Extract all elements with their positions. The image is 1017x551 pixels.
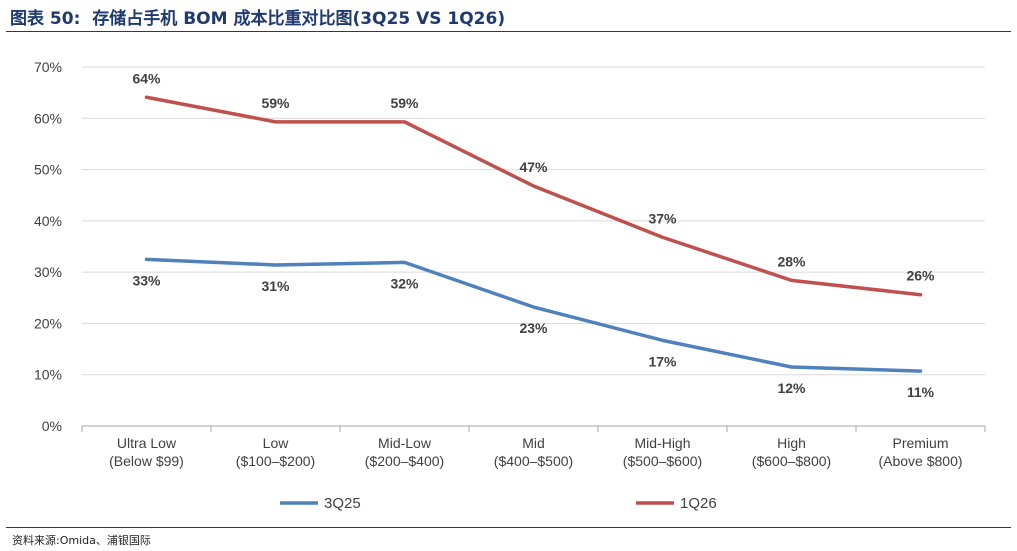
x-tick-label: Low ($100–$200) [236,435,315,469]
x-tick-label-line: ($200–$400) [365,453,444,469]
x-tick-label-line: High [777,435,806,451]
header-divider [6,31,1011,32]
data-label: 33% [132,272,161,288]
data-label: 59% [390,95,419,111]
y-tick-label: 70% [34,59,62,75]
x-tick-label: High ($600–$800) [752,435,831,469]
figure-label: 图表 50: [10,9,81,29]
data-label: 31% [261,278,290,294]
y-tick-label: 0% [42,418,62,434]
x-tick-label-line: (Below $99) [109,453,184,469]
series-line-3q25 [144,257,923,373]
x-tick-label-line: ($600–$800) [752,453,831,469]
data-label: 47% [519,159,548,175]
x-tick-label-line: Mid [522,435,545,451]
y-tick-label: 20% [34,315,62,331]
y-tick-label: 40% [34,213,62,229]
data-label: 26% [906,268,935,284]
x-tick-label-line: Ultra Low [117,435,177,451]
data-label: 37% [648,210,677,226]
x-tick-label: Ultra Low (Below $99) [109,435,184,469]
x-tick-label: Premium (Above $800) [878,435,962,469]
data-labels: 33% 31% 32% 23% 17% 12% 11% 64% 59% 59% 47% 37% 28% 2… [132,70,935,400]
legend-label-1q26: 1Q26 [680,495,717,512]
data-label: 32% [390,275,419,291]
y-tick-label: 50% [34,162,62,178]
x-tick-label-line: Premium [892,435,948,451]
source-note: 资料来源:Omida、浦银国际 [12,534,151,547]
data-label: 12% [777,380,806,396]
x-tick-label: Mid-High ($500–$600) [623,435,702,469]
figure-header: 图表 50: 存储占手机 BOM 成本比重对比图(3Q25 VS 1Q26) [10,4,1010,30]
x-tick-label-line: Mid-High [634,435,690,451]
x-tick-label-line: ($100–$200) [236,453,315,469]
x-tick-label: Mid-Low ($200–$400) [365,435,444,469]
y-tick-label: 60% [34,110,62,126]
data-label: 64% [132,70,161,86]
x-tick-label-line: ($500–$600) [623,453,702,469]
data-label: 23% [519,320,548,336]
data-label: 11% [907,384,935,400]
x-tick-label-line: (Above $800) [878,453,962,469]
series-line-1q26 [144,95,923,297]
x-tick-label: Mid ($400–$500) [494,435,573,469]
legend-label-3q25: 3Q25 [324,495,361,512]
x-tick-label-line: ($400–$500) [494,453,573,469]
legend: 3Q25 1Q26 [280,495,717,512]
y-tick-label: 10% [34,367,62,383]
axes: 0% 10% 20% 30% 40% 50% 60% 70% Ultra Low (Below $… [34,59,986,469]
data-label: 17% [648,353,677,369]
footer-divider [6,527,1011,528]
figure-title: 存储占手机 BOM 成本比重对比图(3Q25 VS 1Q26) [92,9,506,29]
x-tick-label-line: Low [263,435,290,451]
series-lines [144,95,923,373]
y-tick-label: 30% [34,264,62,280]
data-label: 59% [261,95,290,111]
data-label: 28% [777,253,806,269]
x-tick-label-line: Mid-Low [378,435,432,451]
gridlines [82,66,985,376]
